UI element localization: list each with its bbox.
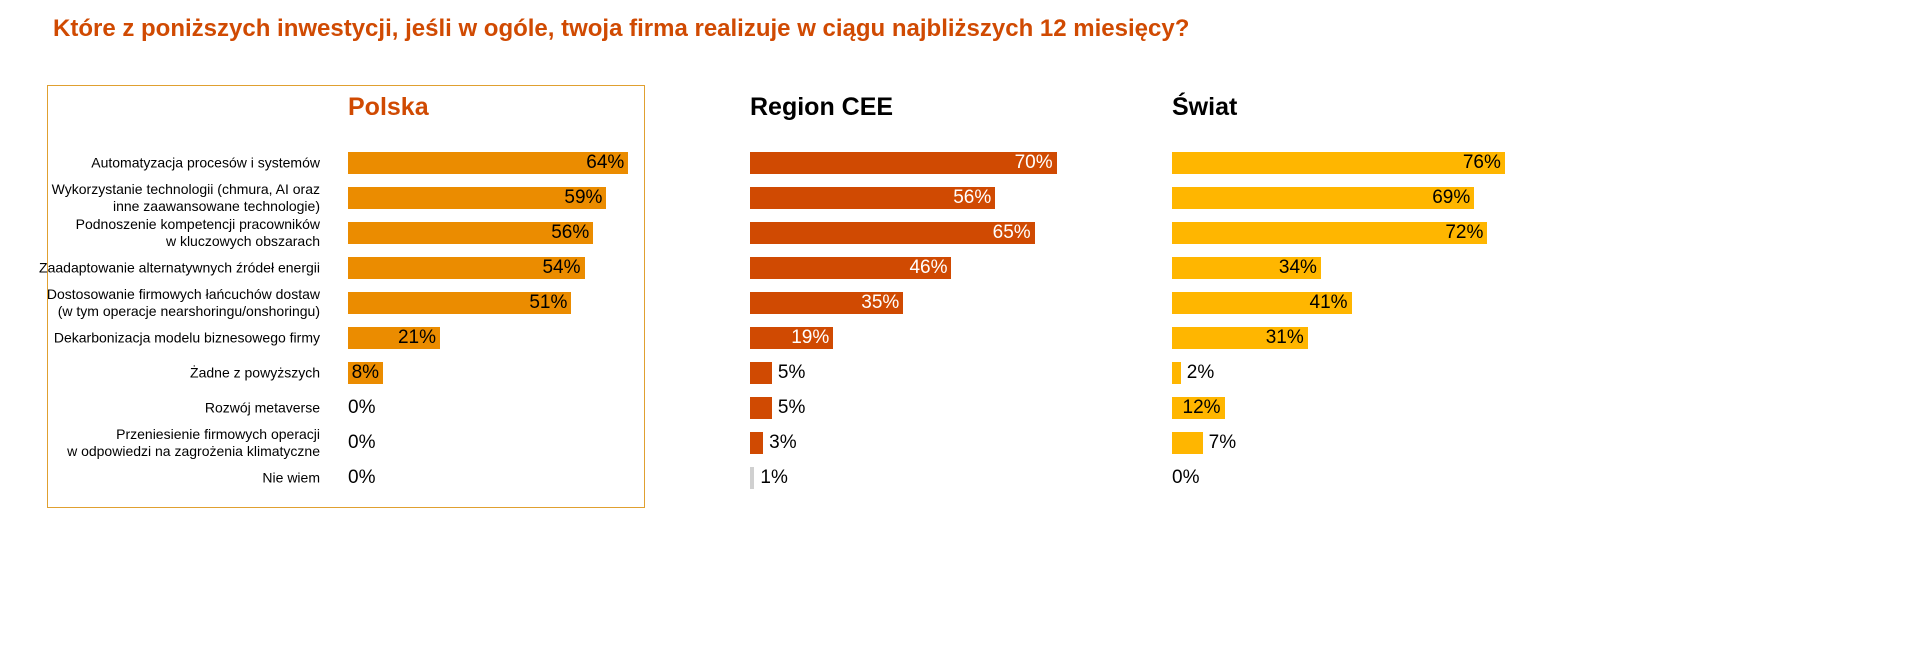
bar — [750, 292, 904, 314]
category-label: Dostosowanie firmowych łańcuchów dostaw(… — [46, 286, 320, 319]
polska-highlight-frame — [47, 85, 645, 508]
category-label: Automatyzacja procesów i systemów — [91, 154, 320, 171]
bar — [750, 327, 834, 349]
value-label: 41% — [1309, 292, 1348, 313]
value-label: 35% — [861, 292, 900, 313]
value-label: 51% — [529, 292, 568, 313]
value-label: 5% — [777, 397, 806, 418]
category-label: Wykorzystanie technologii (chmura, AI or… — [51, 181, 320, 214]
value-label: 46% — [909, 257, 948, 278]
value-label: 59% — [564, 187, 603, 208]
bar — [1172, 432, 1203, 454]
bar — [750, 222, 1035, 244]
category-label: Przeniesienie firmowych operacji w odpowi… — [67, 426, 320, 459]
category-label: Zaadaptowanie alternatywnych źródeł ener… — [39, 259, 320, 276]
bar — [750, 257, 952, 279]
value-label: 65% — [992, 222, 1031, 243]
value-label: 19% — [791, 327, 830, 348]
bar — [1172, 187, 1475, 209]
value-label: 5% — [777, 362, 806, 383]
bar — [1172, 152, 1505, 174]
bar — [750, 152, 1057, 174]
bar — [750, 187, 996, 209]
bar — [1172, 292, 1352, 314]
value-label: 12% — [1182, 397, 1221, 418]
bar — [750, 432, 764, 454]
category-label: Żadne z powyższych — [190, 364, 320, 381]
value-label: 70% — [1014, 152, 1053, 173]
value-label: 0% — [348, 432, 376, 453]
bar — [348, 362, 384, 384]
bar — [750, 362, 772, 384]
value-label: 0% — [348, 467, 376, 488]
series-header-polska: Polska — [348, 93, 429, 121]
value-label: 76% — [1462, 152, 1501, 173]
value-label: 34% — [1278, 257, 1317, 278]
bar — [1172, 397, 1225, 419]
bar — [348, 152, 629, 174]
category-label: Podnoszenie kompetencji pracowników w klu… — [75, 216, 320, 249]
value-label: 64% — [586, 152, 625, 173]
bar — [348, 327, 440, 349]
value-label: 3% — [769, 432, 797, 453]
value-label: 56% — [551, 222, 590, 243]
value-label: 31% — [1265, 327, 1304, 348]
bar — [348, 257, 585, 279]
bar — [1172, 257, 1321, 279]
category-label: Dekarbonizacja modelu biznesowego firmy — [53, 329, 320, 346]
category-label: Rozwój metaverse — [204, 399, 320, 416]
bar — [348, 292, 572, 314]
value-label: 1% — [760, 467, 788, 488]
value-label: 21% — [397, 327, 436, 348]
value-label: 0% — [348, 397, 376, 418]
bar — [348, 187, 607, 209]
value-label: 2% — [1186, 362, 1215, 383]
series-header-świat: Świat — [1172, 93, 1238, 121]
value-label: 56% — [953, 187, 992, 208]
bar — [1172, 222, 1488, 244]
value-label: 7% — [1208, 432, 1237, 453]
bar — [1172, 327, 1308, 349]
series-header-region-cee: Region CEE — [750, 93, 894, 121]
chart-title: Które z poniższych inwestycji, jeśli w o… — [53, 15, 1190, 42]
value-label: 0% — [1172, 467, 1200, 488]
value-label: 69% — [1432, 187, 1471, 208]
value-label: 54% — [542, 257, 581, 278]
bar — [1172, 362, 1181, 384]
value-label: 8% — [351, 362, 380, 383]
bar — [750, 397, 772, 419]
category-label: Nie wiem — [262, 469, 320, 486]
bar — [348, 222, 594, 244]
bar — [750, 467, 755, 489]
value-label: 72% — [1445, 222, 1484, 243]
